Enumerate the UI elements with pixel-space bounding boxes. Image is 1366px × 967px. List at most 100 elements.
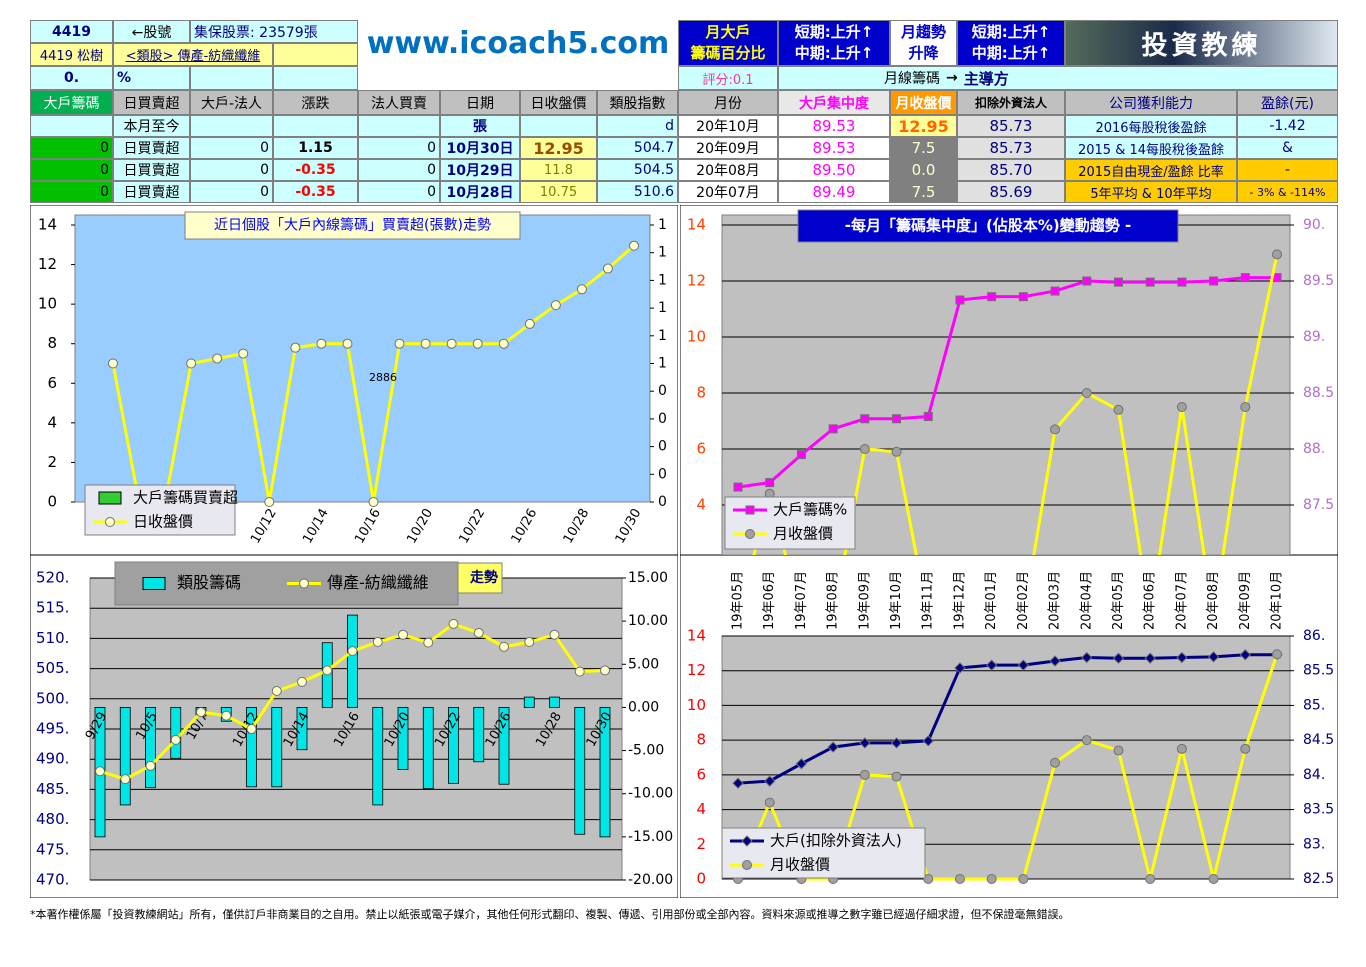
marker xyxy=(196,707,206,718)
y-tick-label: 10 xyxy=(687,328,706,346)
y-tick-label: 6 xyxy=(696,765,706,783)
table-cell: 0 xyxy=(190,181,273,203)
marker xyxy=(859,444,870,454)
marker xyxy=(1239,649,1252,661)
x-tick-label: 20年09月 xyxy=(1238,571,1253,630)
legend-box xyxy=(721,827,926,879)
table-cell: 11.8 xyxy=(520,159,597,181)
y2-tick-label: 1 xyxy=(658,328,667,344)
x-tick-label: 19年09月 xyxy=(857,571,872,630)
marker xyxy=(1209,276,1219,286)
x-tick-label: 19年10月 xyxy=(889,571,904,630)
legend-marker xyxy=(742,860,752,870)
major-trend-mid: 中期:上升↑ xyxy=(794,44,874,62)
marker xyxy=(1207,651,1220,663)
marker xyxy=(372,637,383,648)
x-tick-label: 20年01月 xyxy=(984,571,999,630)
blank-cell xyxy=(273,43,358,66)
month-trend-short: 短期:上升↑ xyxy=(971,23,1051,41)
sector: <類股> 傳產-紡織纖維 xyxy=(113,43,273,66)
marker xyxy=(186,358,197,369)
leader: 主導方 xyxy=(963,69,1009,88)
logo: 投資教練 xyxy=(1065,20,1338,66)
marker xyxy=(827,741,839,753)
marker xyxy=(95,766,105,777)
plot-bg xyxy=(74,214,651,503)
y-tick-label: 4 xyxy=(696,800,706,818)
marker xyxy=(987,292,997,302)
marker xyxy=(145,760,156,771)
y2-tick-label: 1 xyxy=(658,272,667,288)
marker xyxy=(1081,735,1092,746)
y-tick-label: 8 xyxy=(696,731,706,749)
y2-tick-label: -15.00 xyxy=(628,829,673,845)
bar xyxy=(498,707,510,785)
y-tick-label: 2 xyxy=(696,835,706,853)
bar xyxy=(296,707,308,751)
column-header: 日期 xyxy=(440,90,520,115)
marker xyxy=(472,338,483,349)
table-cell: 5年平均 & 10年平均 xyxy=(1065,181,1237,203)
marker xyxy=(550,300,561,311)
column-header: 大戶-法人 xyxy=(190,90,273,115)
y-tick-label: 12 xyxy=(687,272,706,290)
marker xyxy=(1050,424,1061,435)
month-label-2: 升降 xyxy=(908,44,939,62)
y2-tick-label: 0 xyxy=(658,494,667,510)
marker xyxy=(1113,745,1124,756)
table-cell: 0 xyxy=(30,181,113,203)
table-cell: 10.75 xyxy=(520,181,597,203)
marker xyxy=(764,797,775,808)
marker xyxy=(1272,249,1282,260)
marker xyxy=(1081,388,1092,398)
chart-title: -每月「籌碼集中度」(佔股本%)變動趨勢 - xyxy=(845,217,1131,235)
legend-label: 大戶籌碼% xyxy=(773,501,847,519)
marker xyxy=(212,353,223,364)
marker xyxy=(1113,277,1123,287)
table-cell: 日買賣超 xyxy=(113,181,190,203)
table-cell: 0.0 xyxy=(890,159,957,181)
legend-label: 月收盤價 xyxy=(770,856,830,874)
marker xyxy=(549,629,560,640)
table-cell: 1.15 xyxy=(273,137,358,159)
x-tick-label: 20年07月 xyxy=(1174,571,1189,630)
table-cell: d xyxy=(597,115,678,137)
major-label: 月大戶 籌碼百分比 xyxy=(678,20,778,66)
y2-tick-label: -10.00 xyxy=(628,786,673,802)
x-tick-label: 20年02月 xyxy=(1016,571,1031,630)
bar xyxy=(347,614,358,708)
annotation: 2886 xyxy=(369,371,397,384)
y2-tick-label: 83. xyxy=(1303,836,1325,852)
y-tick-label: 505. xyxy=(36,659,69,677)
legend-swatch xyxy=(98,491,122,505)
marker xyxy=(448,618,459,629)
table-cell: 0 xyxy=(190,137,273,159)
bar xyxy=(599,707,611,838)
marker xyxy=(221,710,232,721)
bar xyxy=(271,707,283,788)
y-tick-label: 495. xyxy=(36,720,69,738)
marker xyxy=(733,482,743,492)
marker xyxy=(890,737,903,749)
arrow: → xyxy=(946,70,958,86)
table-cell: 20年10月 xyxy=(678,115,778,137)
x-tick-label: 20年08月 xyxy=(1206,571,1221,630)
marker xyxy=(1017,659,1030,671)
y2-tick-label: 0 xyxy=(658,383,667,399)
table-cell: 7.5 xyxy=(890,137,957,159)
marker xyxy=(629,240,639,251)
marker xyxy=(1018,874,1029,884)
marker xyxy=(1050,757,1061,768)
table-cell: 85.69 xyxy=(957,181,1065,203)
column-header: 公司獲利能力 xyxy=(1065,90,1237,115)
y2-tick-label: 1 xyxy=(658,356,667,372)
table-cell: 0 xyxy=(358,181,440,203)
column-header: 日收盤價 xyxy=(520,90,597,115)
x-tick-label: 20年06月 xyxy=(1143,571,1158,630)
legend-label: 大戶(扣除外資法人) xyxy=(770,832,902,850)
x-tick-label: 19年12月 xyxy=(952,571,967,630)
column-header: 大戶集中度 xyxy=(778,90,890,115)
table-cell: 89.53 xyxy=(778,115,890,137)
x-tick-label: 19年06月 xyxy=(762,571,777,630)
